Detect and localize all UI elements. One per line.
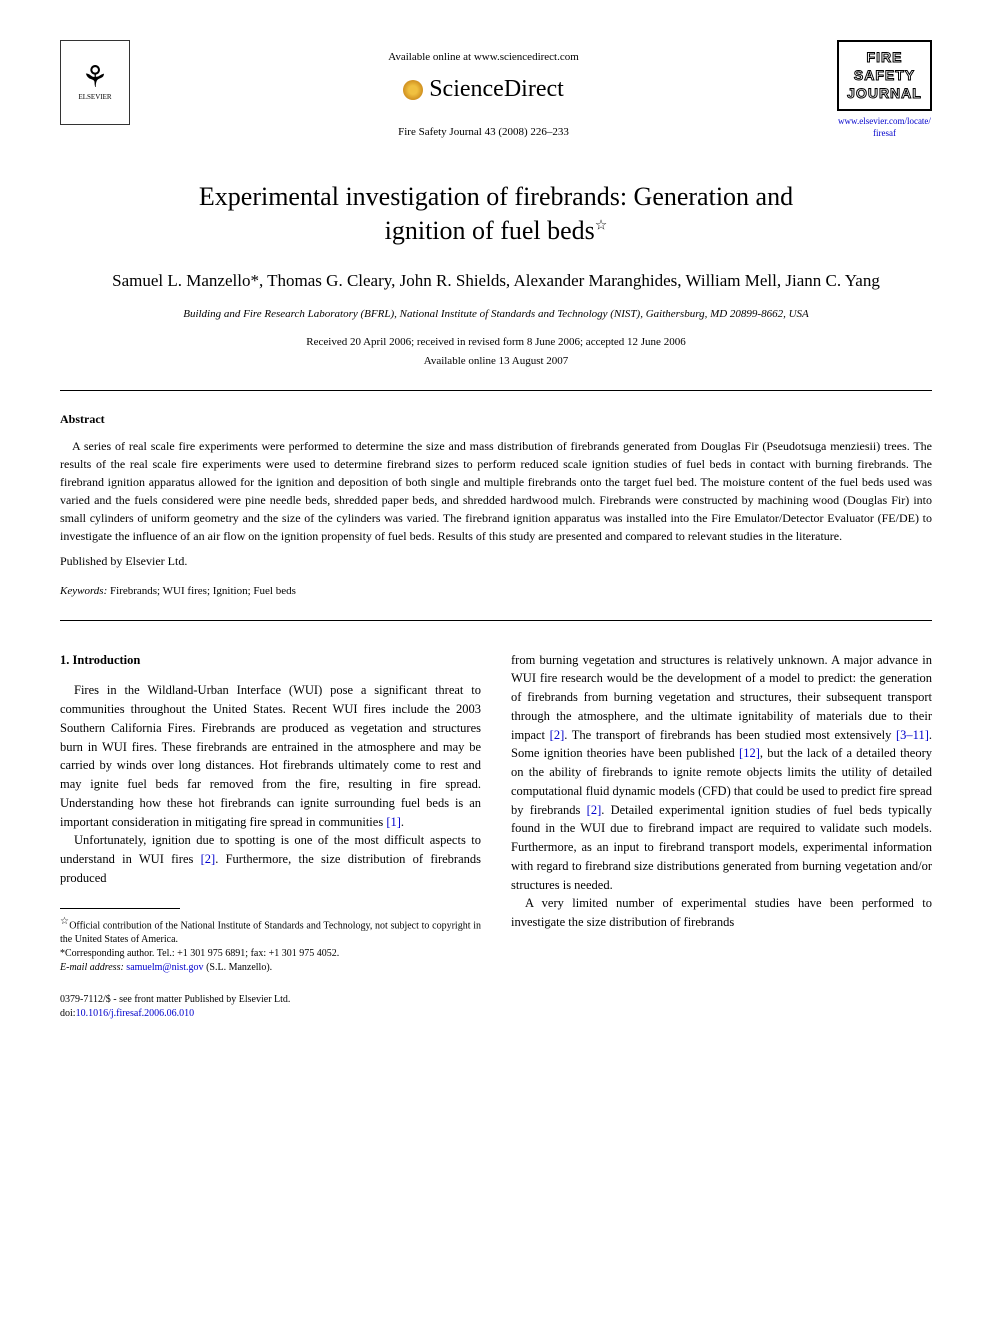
footnote-separator — [60, 908, 180, 909]
sciencedirect-text: ScienceDirect — [429, 73, 564, 107]
section-1-heading: 1. Introduction — [60, 651, 481, 670]
keywords-label: Keywords: — [60, 585, 107, 597]
title-star: ☆ — [595, 219, 608, 234]
journal-reference: Fire Safety Journal 43 (2008) 226–233 — [130, 125, 837, 140]
center-header: Available online at www.sciencedirect.co… — [130, 40, 837, 140]
footnote-1: ☆Official contribution of the National I… — [60, 915, 481, 947]
keywords-text: Firebrands; WUI fires; Ignition; Fuel be… — [110, 585, 296, 597]
sciencedirect-brand: ScienceDirect — [130, 73, 837, 107]
email-label: E-mail address: — [60, 962, 124, 973]
footnote-2: *Corresponding author. Tel.: +1 301 975 … — [60, 947, 481, 961]
elsevier-tree-icon: ⚘ — [82, 63, 109, 93]
footnote-email: E-mail address: samuelm@nist.gov (S.L. M… — [60, 961, 481, 975]
ref-link-12[interactable]: [12] — [739, 746, 760, 760]
affiliation: Building and Fire Research Laboratory (B… — [60, 307, 932, 322]
footnote-1-star: ☆ — [60, 916, 69, 927]
divider-bottom — [60, 620, 932, 621]
authors-list: Samuel L. Manzello*, Thomas G. Cleary, J… — [60, 268, 932, 294]
ref-link-2[interactable]: [2] — [201, 852, 216, 866]
email-name: (S.L. Manzello). — [206, 962, 272, 973]
elsevier-label: ELSEVIER — [78, 93, 111, 103]
published-by: Published by Elsevier Ltd. — [60, 553, 932, 570]
body-columns: 1. Introduction Fires in the Wildland-Ur… — [60, 651, 932, 1021]
ref-link-3-11[interactable]: [3–11] — [896, 728, 929, 742]
title-line2: ignition of fuel beds — [385, 216, 595, 245]
journal-logo: FIRE SAFETY JOURNAL www.elsevier.com/loc… — [837, 40, 932, 140]
available-online-text: Available online at www.sciencedirect.co… — [130, 50, 837, 65]
abstract-label: Abstract — [60, 411, 932, 428]
doi-line: doi:10.1016/j.firesaf.2006.06.010 — [60, 1007, 481, 1021]
journal-logo-line3: JOURNAL — [843, 84, 926, 102]
intro-para-2: Unfortunately, ignition due to spotting … — [60, 831, 481, 887]
doi-link[interactable]: 10.1016/j.firesaf.2006.06.010 — [76, 1008, 195, 1019]
ref-link-2c[interactable]: [2] — [587, 803, 602, 817]
email-link[interactable]: samuelm@nist.gov — [126, 962, 203, 973]
journal-url-link[interactable]: www.elsevier.com/locate/firesaf — [837, 115, 932, 140]
abstract-text: A series of real scale fire experiments … — [60, 437, 932, 545]
sciencedirect-icon — [403, 80, 423, 100]
right-column: from burning vegetation and structures i… — [511, 651, 932, 1021]
received-dates: Received 20 April 2006; received in revi… — [60, 335, 932, 350]
header-row: ⚘ ELSEVIER Available online at www.scien… — [60, 40, 932, 140]
left-column: 1. Introduction Fires in the Wildland-Ur… — [60, 651, 481, 1021]
journal-logo-line1: FIRE — [843, 48, 926, 66]
front-matter-info: 0379-7112/$ - see front matter Published… — [60, 993, 481, 1021]
divider-top — [60, 390, 932, 391]
intro-para-1: Fires in the Wildland-Urban Interface (W… — [60, 681, 481, 831]
title-line1: Experimental investigation of firebrands… — [199, 182, 793, 211]
intro-para-4: A very limited number of experimental st… — [511, 894, 932, 932]
keywords: Keywords: Firebrands; WUI fires; Ignitio… — [60, 584, 932, 599]
elsevier-logo: ⚘ ELSEVIER — [60, 40, 130, 125]
article-title: Experimental investigation of firebrands… — [60, 180, 932, 248]
ref-link-2b[interactable]: [2] — [550, 728, 565, 742]
intro-para-3: from burning vegetation and structures i… — [511, 651, 932, 895]
online-date: Available online 13 August 2007 — [60, 354, 932, 369]
front-matter-line: 0379-7112/$ - see front matter Published… — [60, 993, 481, 1007]
journal-logo-line2: SAFETY — [843, 66, 926, 84]
ref-link-1[interactable]: [1] — [386, 815, 401, 829]
journal-logo-box: FIRE SAFETY JOURNAL — [837, 40, 932, 111]
